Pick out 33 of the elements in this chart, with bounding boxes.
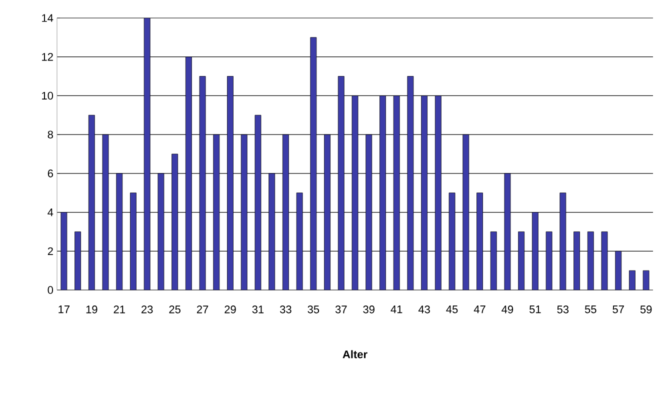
- x-tick-label: 29: [224, 306, 236, 314]
- x-tick-label: 37: [335, 306, 347, 314]
- x-tick-label: 25: [169, 306, 180, 314]
- bar: [642, 270, 650, 290]
- y-tick-label: 2: [48, 247, 53, 255]
- x-axis-title: Alter: [342, 350, 368, 358]
- x-tick-label: 23: [142, 306, 153, 314]
- x-tick-label: 53: [557, 306, 569, 314]
- x-tick-label: 17: [58, 306, 70, 314]
- y-tick-label: 10: [42, 92, 54, 100]
- x-tick-label: 59: [640, 306, 652, 314]
- x-tick-label: 33: [280, 306, 292, 314]
- y-tick-label: 14: [42, 14, 54, 22]
- y-tick-label: 8: [48, 130, 53, 138]
- x-tick-label: 45: [446, 306, 458, 314]
- x-tick-label: 19: [86, 306, 98, 314]
- y-tick-label: 0: [48, 286, 54, 294]
- x-tick-label: 43: [418, 306, 430, 314]
- x-tick-label: 49: [502, 306, 514, 314]
- x-tick-label: 57: [612, 306, 624, 314]
- x-tick-label: 31: [252, 306, 264, 314]
- x-tick-label: 41: [390, 306, 402, 314]
- x-tick-label: 35: [308, 306, 320, 314]
- x-tick-label: 55: [584, 306, 596, 314]
- y-tick-label: 12: [42, 53, 53, 61]
- x-tick-label: 47: [474, 306, 486, 314]
- x-tick-label: 39: [363, 306, 374, 314]
- y-tick-label: 4: [48, 208, 54, 216]
- bar: [629, 270, 636, 290]
- x-tick-label: 27: [196, 306, 208, 314]
- y-tick-label: 6: [48, 170, 53, 178]
- x-tick-label: 21: [114, 306, 125, 314]
- x-tick-label: 51: [530, 306, 541, 314]
